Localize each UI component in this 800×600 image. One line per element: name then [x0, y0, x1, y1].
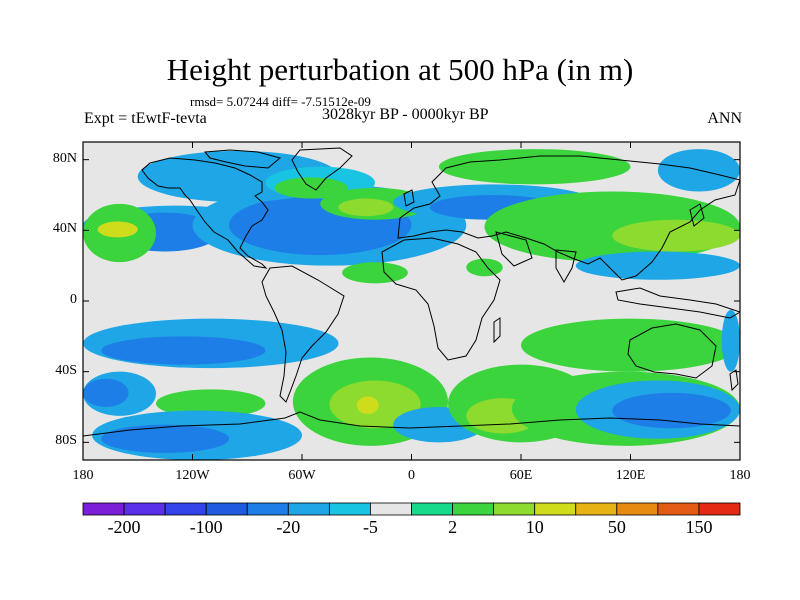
colorbar [82, 502, 741, 516]
coastline-madagascar [493, 317, 501, 344]
coastline-eurasia [397, 155, 740, 281]
coastline-australia [627, 323, 717, 379]
coastline-arabia [495, 231, 533, 267]
contour-region-24 [156, 389, 266, 418]
coastline-antarctica [83, 411, 740, 437]
lon-label: 60E [509, 468, 533, 483]
colorbar-label: -200 [107, 517, 141, 537]
coastline-japan [689, 203, 705, 227]
colorbar-swatch-15 [698, 502, 741, 516]
lon-label: 60W [288, 468, 316, 483]
lon-label: 180 [72, 468, 94, 483]
colorbar-label: -20 [276, 517, 301, 537]
colorbar-swatch-3 [205, 502, 248, 516]
contour-region-37 [721, 309, 740, 372]
contour-region-21 [101, 336, 266, 365]
colorbar-swatch-1 [123, 502, 166, 516]
colorbar-swatch-4 [246, 502, 289, 516]
colorbar-swatch-11 [534, 502, 577, 516]
colorbar-label: -100 [189, 517, 223, 537]
contour-region-26 [101, 424, 229, 453]
contour-region-8 [274, 177, 348, 199]
colorbar-label: 10 [525, 517, 544, 537]
contour-region-16 [575, 251, 740, 280]
contour-fills [83, 149, 740, 460]
lat-label: 80S [55, 433, 77, 449]
contour-region-10 [338, 198, 394, 217]
colorbar-label: 2 [448, 517, 458, 537]
season-label: ANN [707, 110, 742, 127]
contour-region-18 [342, 262, 408, 284]
colorbar-swatch-7 [370, 502, 412, 516]
colorbar-swatch-6 [328, 502, 371, 516]
colorbar-swatch-9 [452, 502, 495, 516]
colorbar-swatch-5 [287, 502, 330, 516]
stats-text: rmsd= 5.07244 diff= -7.51512e-09 [190, 94, 371, 109]
colorbar-label: -5 [362, 517, 378, 537]
coastline-british-isles [403, 189, 415, 207]
lon-label: 180 [729, 468, 751, 483]
colorbar-label: 150 [685, 517, 713, 537]
lat-label: 40N [52, 221, 77, 237]
coastlines [83, 147, 740, 437]
figure-title: Height perturbation at 500 hPa (in m) [166, 52, 634, 87]
coastline-southeast-asia [615, 287, 740, 319]
contour-region-15 [612, 219, 740, 252]
lat-label: 40S [55, 362, 77, 378]
coastline-india [555, 249, 577, 284]
lat-label: 80N [52, 150, 77, 166]
colorbar-swatch-12 [575, 502, 618, 516]
contour-region-3 [97, 221, 138, 238]
colorbar-label: 50 [607, 517, 626, 537]
axis-ticks [82, 142, 741, 460]
period-label: 3028kyr BP - 0000kyr BP [322, 106, 489, 123]
lon-label: 120W [175, 468, 210, 483]
coastline-greenland [291, 147, 353, 191]
colorbar-swatch-8 [411, 502, 453, 516]
contour-region-23 [83, 378, 129, 407]
coastline-north-america [141, 157, 269, 269]
colorbar-swatch-13 [616, 502, 659, 516]
coastline-africa [381, 237, 501, 361]
lat-label: 0 [70, 292, 77, 307]
contour-region-29 [356, 396, 379, 415]
colorbar-swatch-0 [82, 502, 125, 516]
contour-region-33 [521, 318, 740, 372]
colorbar-swatch-2 [164, 502, 207, 516]
contour-region-11 [438, 149, 631, 185]
coastline-arctic-islands [203, 149, 282, 169]
colorbar-swatch-10 [493, 502, 536, 516]
coastline-south-america [261, 265, 345, 403]
experiment-label: Expt = tEwtF-tevta [84, 110, 207, 127]
contour-region-36 [612, 392, 731, 429]
lon-label: 0 [408, 468, 415, 483]
colorbar-swatch-14 [657, 502, 700, 516]
lon-label: 120E [615, 468, 646, 483]
contour-region-19 [466, 258, 503, 277]
